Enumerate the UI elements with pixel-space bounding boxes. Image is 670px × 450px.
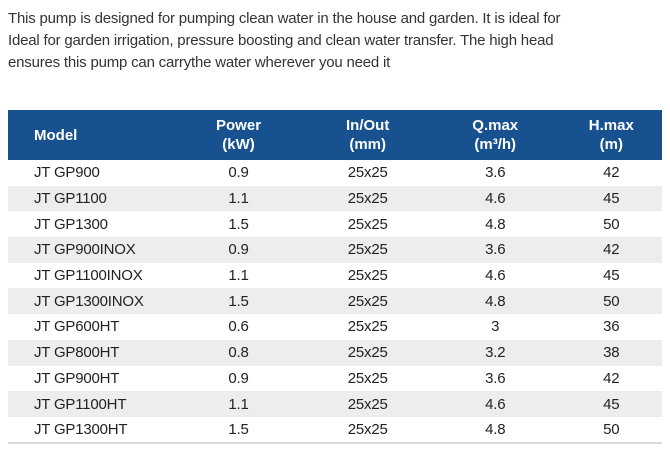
cell-qmax: 4.6: [485, 395, 506, 413]
cell-model: JT GP1100INOX: [34, 267, 143, 285]
cell-inout: 25x25: [347, 344, 388, 362]
cell-hmax: 50: [603, 215, 620, 233]
table-row: JT GP1300 1.5 25x25 4.8 50: [8, 211, 662, 237]
cell-power: 0.8: [228, 344, 249, 362]
cell-inout: 25x25: [305, 416, 430, 444]
cell-qmax: 4.6: [485, 190, 506, 208]
cell-hmax: 36: [603, 318, 620, 336]
table-row: JT GP800HT 0.8 25x25 3.2 38: [8, 339, 662, 366]
table-body: JT GP900 0.9 25x25 3.6 42 JT GP1100 1.1 25x25 4.…: [8, 160, 662, 444]
cell-power: 1.5: [228, 215, 249, 233]
column-header-hmax: H.max (m): [560, 110, 662, 160]
column-label: In/Out: [346, 117, 390, 134]
cell-qmax: 3.6: [485, 369, 506, 387]
cell-inout: 25x25: [347, 267, 388, 285]
description-line-1: This pump is designed for pumping clean …: [8, 10, 561, 27]
column-label: H.max: [588, 117, 634, 134]
table-row: JT GP900INOX 0.9 25x25 3.6 42: [8, 237, 662, 263]
column-header-qmax: Q.max (m³/h): [429, 110, 561, 160]
cell-inout: 25x25: [347, 190, 388, 208]
cell-qmax: 3.6: [485, 164, 506, 182]
column-label: Model: [34, 126, 78, 144]
cell-power: 1.5: [228, 292, 249, 310]
cell-model: JT GP600HT: [34, 318, 120, 336]
cell-hmax: 42: [603, 369, 620, 387]
description: This pump is designed for pumping clean …: [8, 8, 666, 74]
cell-model: JT GP1300INOX: [34, 292, 144, 310]
cell-model: JT GP1100: [34, 190, 107, 208]
cell-hmax: 38: [603, 344, 620, 362]
cell-qmax: 4.8: [485, 215, 506, 233]
table-header-row: Model Power (kW) In/Out (mm) Q.max (m³/h) H.max…: [8, 110, 662, 160]
table-row: JT GP1300INOX 1.5 25x25 4.8 50: [8, 288, 662, 315]
cell-power: 1.1: [228, 395, 249, 413]
cell-model: JT GP900INOX: [34, 241, 136, 259]
cell-model: JT GP1300: [34, 215, 108, 233]
cell-qmax: 4.8: [485, 292, 506, 310]
cell-inout: 25x25: [347, 215, 388, 233]
cell-hmax: 45: [603, 267, 620, 285]
cell-power: 1.5: [171, 416, 306, 444]
cell-inout: 25x25: [347, 369, 388, 387]
cell-inout: 25x25: [347, 395, 388, 413]
cell-power: 0.9: [228, 164, 249, 182]
column-header-power: Power (kW): [171, 110, 306, 160]
table-row: JT GP1100 1.1 25x25 4.6 45: [8, 185, 662, 212]
cell-hmax: 45: [603, 395, 620, 413]
table-row: JT GP900 0.9 25x25 3.6 42: [8, 160, 662, 186]
cell-power: 0.6: [228, 318, 249, 336]
cell-inout: 25x25: [347, 241, 388, 259]
cell-model: JT GP800HT: [34, 344, 120, 362]
cell-qmax: 3: [491, 318, 500, 336]
column-unit: (kW): [222, 136, 255, 153]
description-line-2: Ideal for garden irrigation, pressure bo…: [8, 32, 554, 49]
cell-qmax: 3.2: [485, 344, 506, 362]
table-row: JT GP1300HT 1.5 25x25 4.8 50: [8, 416, 662, 444]
column-unit: (m³/h): [474, 136, 517, 153]
column-label: Q.max: [472, 117, 519, 134]
cell-power: 1.1: [228, 267, 249, 285]
table-head: Model Power (kW) In/Out (mm) Q.max (m³/h) H.max…: [8, 110, 662, 160]
cell-hmax: 42: [603, 164, 620, 182]
spec-table-container: Model Power (kW) In/Out (mm) Q.max (m³/h) H.max…: [8, 110, 662, 444]
cell-inout: 25x25: [347, 318, 388, 336]
cell-qmax: 3.6: [485, 241, 506, 259]
cell-inout: 25x25: [347, 292, 388, 310]
table-row: JT GP1100HT 1.1 25x25 4.6 45: [8, 391, 662, 417]
cell-hmax: 50: [560, 416, 662, 444]
table-row: JT GP1100INOX 1.1 25x25 4.6 45: [8, 263, 662, 289]
column-unit: (m): [599, 136, 623, 153]
column-header-inout: In/Out (mm): [305, 110, 430, 160]
cell-qmax: 4.8: [429, 416, 561, 444]
cell-qmax: 4.6: [485, 267, 506, 285]
column-label: Power: [216, 117, 262, 134]
cell-power: 1.1: [228, 190, 249, 208]
description-line-3: ensures this pump can carrythe water whe…: [8, 54, 391, 71]
cell-model: JT GP900HT: [34, 369, 120, 387]
cell-inout: 25x25: [347, 164, 388, 182]
cell-power: 0.9: [228, 241, 249, 259]
spec-table: Model Power (kW) In/Out (mm) Q.max (m³/h) H.max…: [8, 110, 662, 444]
cell-power: 0.9: [228, 369, 249, 387]
table-row: JT GP600HT 0.6 25x25 3 36: [8, 314, 662, 340]
table-row: JT GP900HT 0.9 25x25 3.6 42: [8, 366, 662, 392]
cell-model: JT GP1300HT: [8, 416, 172, 444]
cell-hmax: 45: [603, 190, 620, 208]
column-header-model: Model: [8, 110, 172, 160]
cell-model: JT GP900: [34, 164, 100, 182]
column-unit: (mm): [349, 136, 387, 153]
cell-hmax: 42: [603, 241, 620, 259]
cell-model: JT GP1100HT: [34, 395, 127, 413]
cell-hmax: 50: [603, 292, 620, 310]
